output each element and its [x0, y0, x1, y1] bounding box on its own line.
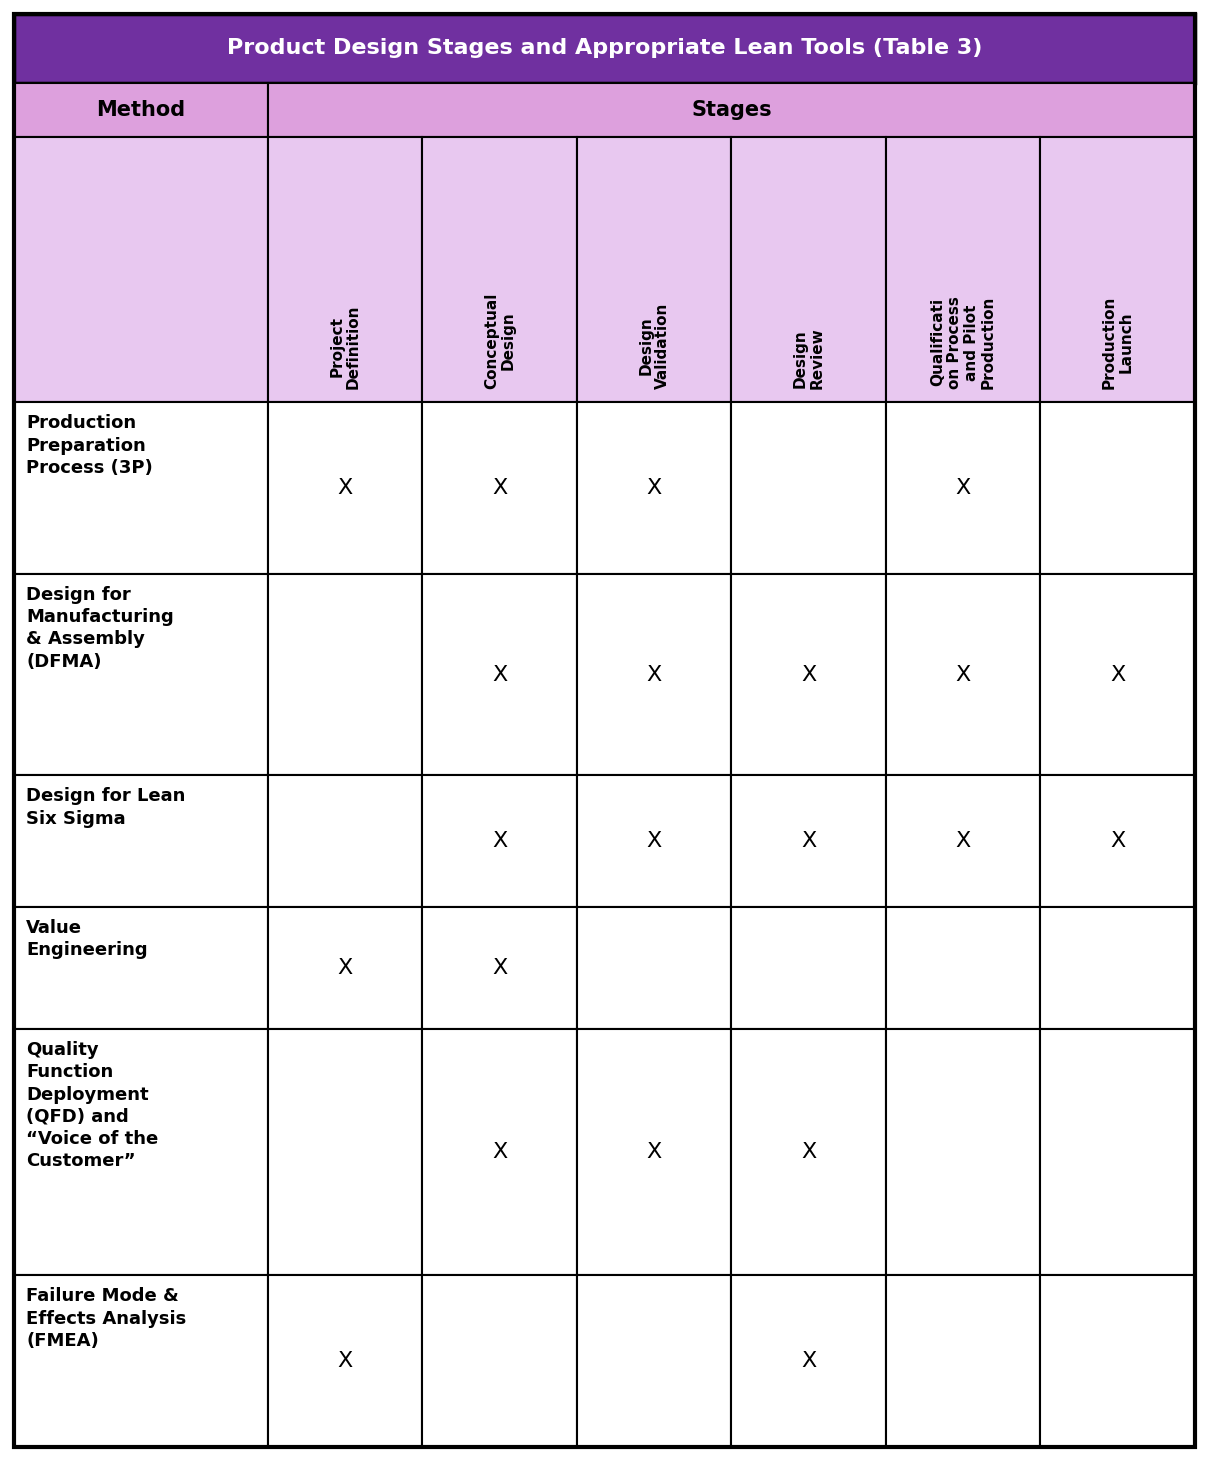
Bar: [268, 776, 422, 907]
Bar: [731, 1275, 886, 1446]
Text: X: X: [647, 665, 661, 685]
Bar: [15, 907, 268, 1029]
Bar: [1041, 907, 1194, 1029]
Bar: [15, 15, 1194, 83]
Text: X: X: [955, 478, 971, 498]
Text: X: X: [647, 1143, 661, 1163]
Bar: [15, 574, 268, 776]
Text: Quality
Function
Deployment
(QFD) and
“Voice of the
Customer”: Quality Function Deployment (QFD) and “V…: [27, 1042, 158, 1170]
Text: X: X: [337, 478, 353, 498]
Text: Conceptual
Design: Conceptual Design: [484, 292, 515, 389]
Text: X: X: [492, 665, 508, 685]
Bar: [422, 1275, 577, 1446]
Text: Project
Definition: Project Definition: [329, 304, 361, 389]
Bar: [886, 574, 1041, 776]
Bar: [15, 1275, 268, 1446]
Bar: [15, 137, 268, 402]
Text: Design for
Manufacturing
& Assembly
(DFMA): Design for Manufacturing & Assembly (DFM…: [27, 586, 174, 671]
Text: X: X: [1110, 665, 1126, 685]
Text: Method: Method: [97, 99, 185, 120]
Bar: [15, 83, 268, 137]
Bar: [731, 907, 886, 1029]
Bar: [1041, 137, 1194, 402]
Bar: [268, 1275, 422, 1446]
Text: X: X: [802, 831, 816, 852]
Bar: [1041, 776, 1194, 907]
Bar: [268, 83, 1194, 137]
Bar: [1041, 574, 1194, 776]
Bar: [1041, 1029, 1194, 1275]
Text: Qualificati
on Process
and Pilot
Production: Qualificati on Process and Pilot Product…: [931, 295, 996, 389]
Bar: [886, 402, 1041, 574]
Text: X: X: [802, 1351, 816, 1372]
Bar: [886, 1029, 1041, 1275]
Text: Value
Engineering: Value Engineering: [27, 919, 147, 958]
Bar: [731, 776, 886, 907]
Text: Production
Launch: Production Launch: [1101, 295, 1134, 389]
Text: Design for Lean
Six Sigma: Design for Lean Six Sigma: [27, 787, 185, 827]
Bar: [577, 137, 731, 402]
Text: X: X: [337, 1351, 353, 1372]
Bar: [731, 402, 886, 574]
Bar: [422, 574, 577, 776]
Bar: [422, 776, 577, 907]
Bar: [577, 776, 731, 907]
Text: X: X: [802, 1143, 816, 1163]
Text: X: X: [492, 831, 508, 852]
Text: X: X: [1110, 831, 1126, 852]
Bar: [577, 1275, 731, 1446]
Text: X: X: [492, 958, 508, 977]
Bar: [886, 776, 1041, 907]
Bar: [886, 907, 1041, 1029]
Bar: [15, 402, 268, 574]
Bar: [422, 402, 577, 574]
Bar: [886, 137, 1041, 402]
Bar: [15, 776, 268, 907]
Bar: [422, 1029, 577, 1275]
Text: Product Design Stages and Appropriate Lean Tools (Table 3): Product Design Stages and Appropriate Le…: [227, 38, 982, 58]
Bar: [15, 1029, 268, 1275]
Text: X: X: [337, 958, 353, 977]
Text: X: X: [647, 831, 661, 852]
Bar: [731, 574, 886, 776]
Text: Production
Preparation
Process (3P): Production Preparation Process (3P): [27, 415, 152, 476]
Bar: [577, 907, 731, 1029]
Text: X: X: [647, 478, 661, 498]
Bar: [1041, 1275, 1194, 1446]
Bar: [577, 1029, 731, 1275]
Bar: [268, 402, 422, 574]
Bar: [577, 574, 731, 776]
Bar: [886, 1275, 1041, 1446]
Bar: [422, 137, 577, 402]
Text: X: X: [955, 831, 971, 852]
Text: X: X: [492, 1143, 508, 1163]
Bar: [731, 137, 886, 402]
Text: Stages: Stages: [692, 99, 771, 120]
Bar: [1041, 402, 1194, 574]
Bar: [268, 137, 422, 402]
Text: Design
Validation: Design Validation: [638, 302, 670, 389]
Text: Failure Mode &
Effects Analysis
(FMEA): Failure Mode & Effects Analysis (FMEA): [27, 1287, 186, 1350]
Text: X: X: [955, 665, 971, 685]
Bar: [577, 402, 731, 574]
Text: Design
Review: Design Review: [793, 327, 825, 389]
Bar: [422, 907, 577, 1029]
Bar: [268, 907, 422, 1029]
Bar: [731, 1029, 886, 1275]
Text: X: X: [492, 478, 508, 498]
Bar: [268, 574, 422, 776]
Bar: [268, 1029, 422, 1275]
Text: X: X: [802, 665, 816, 685]
